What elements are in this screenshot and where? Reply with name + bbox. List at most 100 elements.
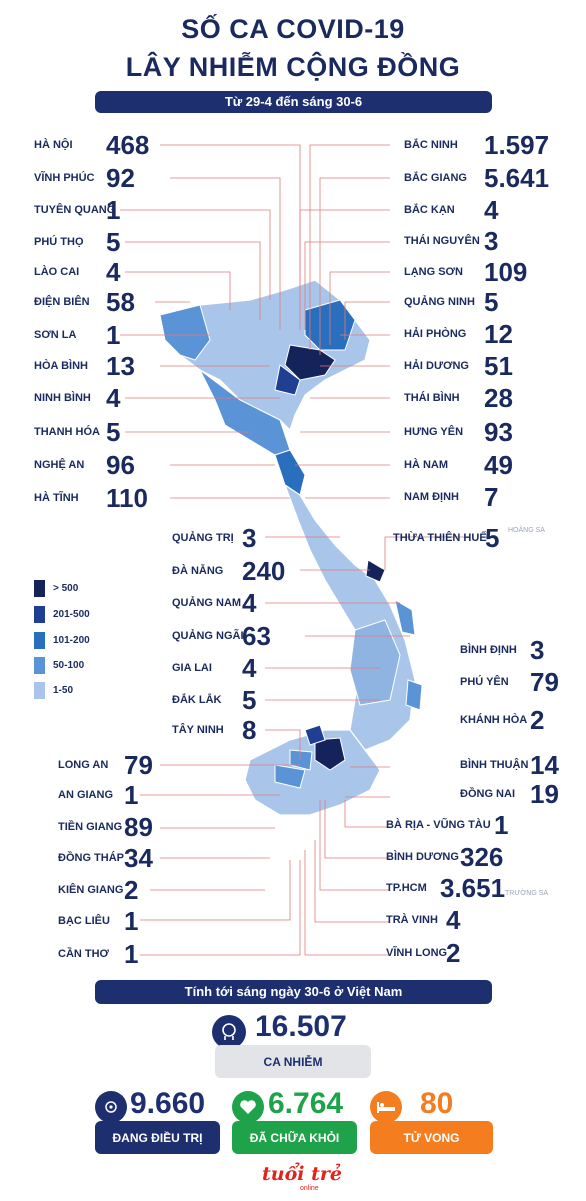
province-count: 2 bbox=[530, 705, 545, 735]
province-da-nang bbox=[365, 559, 386, 583]
province-count: 1.597 bbox=[484, 130, 550, 160]
list-item: THÁI BÌNH 28 bbox=[404, 384, 513, 412]
province-name: QUẢNG NINH bbox=[404, 296, 475, 308]
province-name: SƠN LA bbox=[34, 329, 77, 341]
list-item: NINH BÌNH 4 bbox=[34, 384, 120, 412]
list-item: ĐIỆN BIÊN 58 bbox=[34, 288, 135, 316]
head-icon bbox=[212, 1015, 246, 1049]
province-count: 5 bbox=[484, 287, 499, 317]
province-ha-tinh bbox=[274, 449, 306, 496]
list-item: BÌNH DƯƠNG 326 bbox=[386, 843, 503, 871]
province-count: 1 bbox=[124, 906, 139, 936]
province-count: 3 bbox=[242, 523, 257, 553]
province-name: TÂY NINH bbox=[172, 724, 224, 736]
province-count: 3 bbox=[530, 635, 545, 665]
list-item: BẮC GIANG 5.641 bbox=[404, 164, 549, 192]
province-count: 326 bbox=[460, 842, 504, 872]
list-item: LÀO CAI 4 bbox=[34, 258, 120, 286]
province-name: TIỀN GIANG bbox=[58, 821, 123, 833]
province-count: 51 bbox=[484, 351, 513, 381]
province-count: 4 bbox=[242, 653, 257, 683]
province-count: 34 bbox=[124, 843, 153, 873]
list-item: ĐỒNG THÁP 34 bbox=[58, 844, 153, 872]
province-count: 4 bbox=[106, 257, 121, 287]
recovered-label: ĐÃ CHỮA KHỎI bbox=[232, 1121, 357, 1154]
province-count: 5 bbox=[106, 417, 121, 447]
province-name: BÀ RỊA - VŨNG TÀU bbox=[386, 819, 491, 831]
list-item: NAM ĐỊNH 7 bbox=[404, 483, 498, 511]
list-item: BÌNH THUẬN 14 bbox=[460, 751, 559, 779]
list-item: QUẢNG NINH 5 bbox=[404, 288, 498, 316]
province-name: QUẢNG TRỊ bbox=[172, 532, 234, 544]
province-count: 1 bbox=[106, 195, 121, 225]
list-item: KHÁNH HÒA 2 bbox=[460, 706, 544, 734]
province-name: TP.HCM bbox=[386, 882, 427, 894]
province-name: BÌNH ĐỊNH bbox=[460, 644, 517, 656]
list-item: TRÀ VINH 4 bbox=[386, 906, 460, 934]
province-count: 79 bbox=[124, 750, 153, 780]
legend-item: 201-500 bbox=[34, 606, 90, 623]
province-count: 79 bbox=[530, 667, 559, 697]
province-count: 5 bbox=[242, 685, 257, 715]
province-name: TRÀ VINH bbox=[386, 914, 438, 926]
province-name: KIÊN GIANG bbox=[58, 884, 124, 896]
list-item: SƠN LA 1 bbox=[34, 321, 120, 349]
province-count: 109 bbox=[484, 257, 528, 287]
province-count: 1 bbox=[494, 810, 509, 840]
province-count: 2 bbox=[446, 938, 461, 968]
list-item: HÀ NAM 49 bbox=[404, 451, 513, 479]
logo-subtext: online bbox=[300, 1185, 319, 1192]
legend-label: > 500 bbox=[53, 583, 79, 594]
province-count: 28 bbox=[484, 383, 513, 413]
legend-item: > 500 bbox=[34, 580, 78, 597]
list-item: BÌNH ĐỊNH 3 bbox=[460, 636, 544, 664]
legend-item: 1-50 bbox=[34, 682, 73, 699]
province-name: LÀO CAI bbox=[34, 266, 80, 278]
province-count: 240 bbox=[242, 556, 286, 586]
date-range-banner: Từ 29-4 đến sáng 30-6 bbox=[95, 91, 492, 113]
province-name: THANH HÓA bbox=[34, 426, 100, 438]
list-item: HÒA BÌNH 13 bbox=[34, 352, 135, 380]
legend-label: 50-100 bbox=[53, 660, 85, 671]
province-count: 4 bbox=[106, 383, 121, 413]
title-line-1: SỐ CA COVID-19 bbox=[181, 14, 405, 44]
list-item: TIỀN GIANG 89 bbox=[58, 813, 153, 841]
province-count: 7 bbox=[484, 482, 499, 512]
province-name: GIA LAI bbox=[172, 662, 212, 674]
list-item: BÀ RỊA - VŨNG TÀU 1 bbox=[386, 811, 508, 839]
province-name: HẢI PHÒNG bbox=[404, 328, 467, 340]
province-count: 4 bbox=[484, 195, 499, 225]
province-name: VĨNH PHÚC bbox=[34, 172, 95, 184]
total-cases-value: 16.507 bbox=[255, 1010, 347, 1043]
treating-value: 9.660 bbox=[130, 1087, 206, 1120]
province-name: LẠNG SƠN bbox=[404, 266, 463, 278]
list-item: ĐỒNG NAI 19 bbox=[460, 780, 559, 808]
province-count: 5 bbox=[106, 227, 121, 257]
province-name: ĐỒNG THÁP bbox=[58, 852, 124, 864]
legend-label: 1-50 bbox=[53, 685, 74, 696]
province-name: HÀ NAM bbox=[404, 459, 448, 471]
province-count: 14 bbox=[530, 750, 559, 780]
province-count: 8 bbox=[242, 715, 257, 745]
truong-sa-label: TRƯỜNG SA bbox=[505, 890, 549, 897]
province-name: BẮC KẠN bbox=[404, 204, 455, 216]
province-name: BẮC GIANG bbox=[404, 172, 467, 184]
province-count: 468 bbox=[106, 130, 150, 160]
bed-icon bbox=[370, 1091, 402, 1123]
list-item: VĨNH LONG 2 bbox=[386, 939, 460, 967]
list-item: HƯNG YÊN 93 bbox=[404, 418, 513, 446]
list-item: BẮC KẠN 4 bbox=[404, 196, 498, 224]
province-count: 110 bbox=[106, 483, 148, 513]
province-count: 19 bbox=[530, 779, 559, 809]
province-name: ĐẮK LẮK bbox=[172, 694, 222, 706]
legend-swatch bbox=[34, 632, 45, 649]
list-item: QUẢNG TRỊ 3 bbox=[172, 524, 256, 552]
province-tien-giang bbox=[274, 764, 306, 789]
province-count: 89 bbox=[124, 812, 153, 842]
list-item: AN GIANG 1 bbox=[58, 781, 138, 809]
province-count: 1 bbox=[124, 780, 139, 810]
list-item: ĐẮK LẮK 5 bbox=[172, 686, 256, 714]
list-item: HÀ NỘI 468 bbox=[34, 131, 149, 159]
recovered-value: 6.764 bbox=[268, 1087, 344, 1120]
province-phu-yen bbox=[405, 679, 423, 711]
